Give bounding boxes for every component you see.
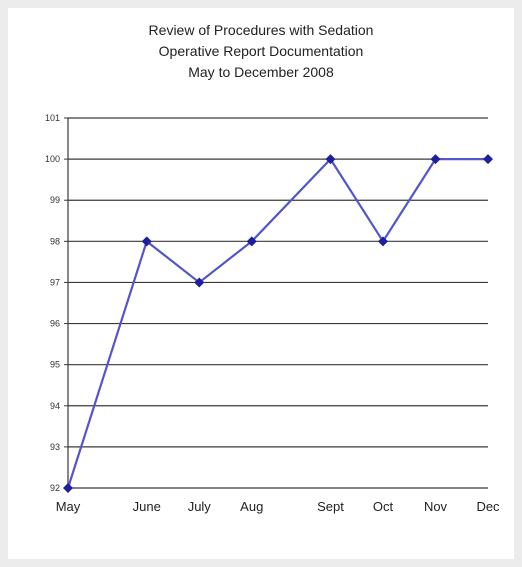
data-point-dec (483, 154, 493, 165)
data-point-may (63, 483, 73, 493)
y-tick-label: 95 (50, 360, 60, 370)
y-tick-label: 100 (45, 154, 60, 164)
y-tick-label: 92 (50, 483, 60, 493)
x-tick-label: May (56, 499, 81, 514)
chart-title-line-3: May to December 2008 (188, 64, 334, 80)
y-tick-label: 98 (50, 236, 60, 246)
x-tick-label: Aug (240, 499, 263, 514)
y-tick-label: 101 (45, 113, 60, 123)
data-point-oct (378, 236, 388, 247)
data-point-june (141, 236, 152, 247)
data-point-aug (246, 236, 257, 247)
y-tick-label: 93 (50, 442, 60, 452)
x-tick-label: Oct (373, 499, 394, 514)
x-tick-label: July (188, 499, 212, 514)
y-tick-label: 99 (50, 195, 60, 205)
x-tick-label: Nov (424, 499, 448, 514)
y-tick-label: 94 (50, 401, 60, 411)
data-point-nov (430, 154, 441, 165)
chart-panel: Review of Procedures with Sedation Opera… (8, 8, 514, 559)
data-point-july (194, 277, 205, 288)
chart-title: Review of Procedures with Sedation Opera… (8, 20, 514, 83)
chart-title-line-2: Operative Report Documentation (158, 43, 364, 59)
line-chart: 101 100 99 98 97 96 95 94 93 92 May June July Aug Sept… (45, 113, 500, 514)
series-line (66, 158, 488, 489)
chart-title-line-1: Review of Procedures with Sedation (148, 22, 374, 38)
x-tick-label: Sept (317, 499, 344, 514)
x-tick-label: Dec (476, 499, 500, 514)
y-tick-label: 96 (50, 319, 60, 329)
x-tick-label: June (133, 499, 161, 514)
data-point-sept (325, 154, 336, 165)
y-tick-label: 97 (50, 277, 60, 287)
